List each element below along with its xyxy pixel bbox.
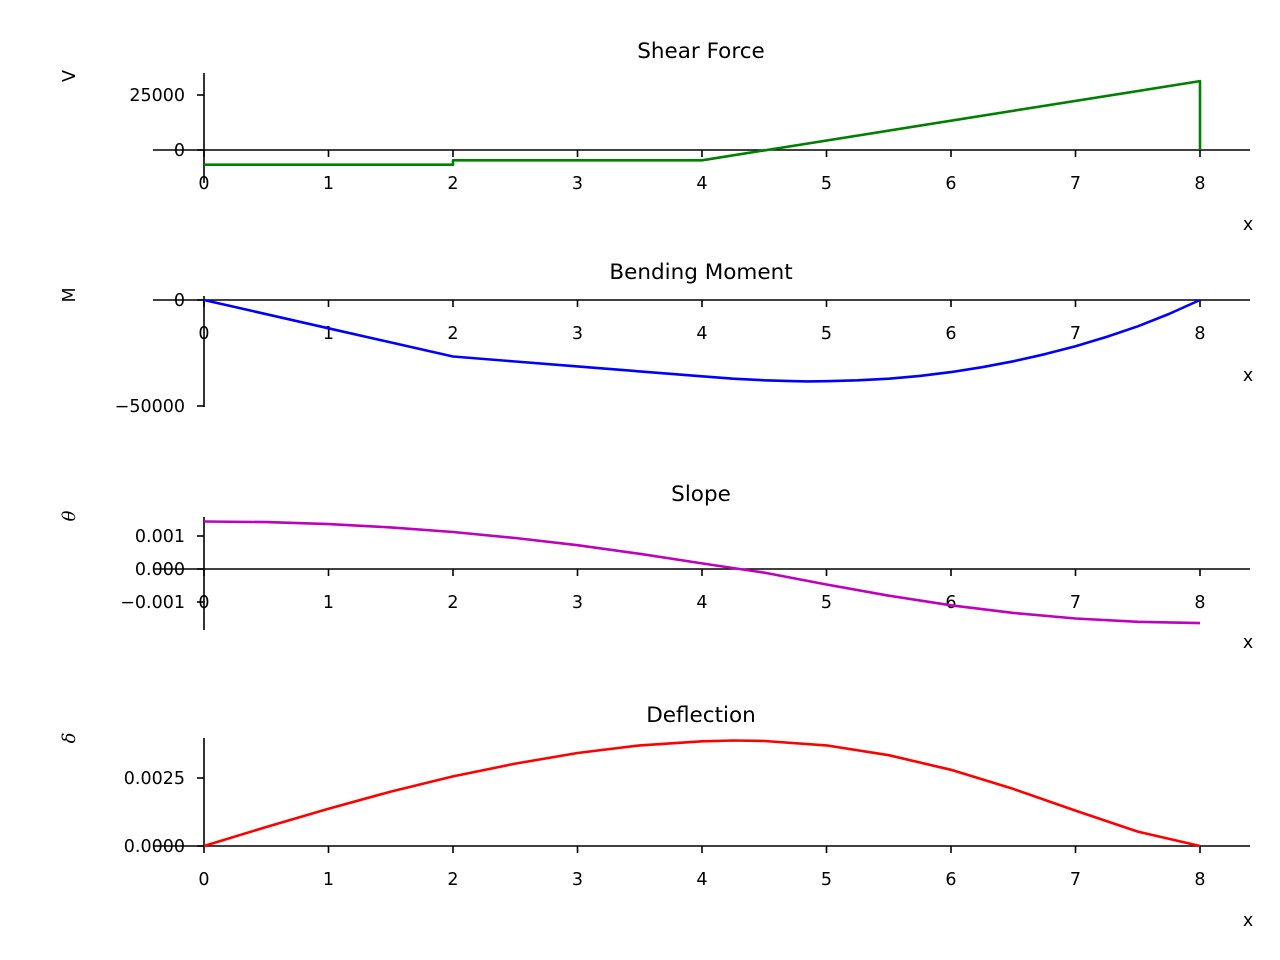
x-tick-label: 8 <box>1194 324 1205 344</box>
x-tick-label: 6 <box>945 870 956 890</box>
x-tick-label: 4 <box>696 870 707 890</box>
x-tick-label: 1 <box>323 174 334 194</box>
x-tick-label: 5 <box>821 324 832 344</box>
y-axis-label: M <box>60 287 80 302</box>
x-tick-label: 7 <box>1070 870 1081 890</box>
x-axis-label: x <box>1243 911 1253 931</box>
x-tick-label: 5 <box>821 593 832 613</box>
y-tick-label: 25000 <box>129 86 185 106</box>
x-tick-label: 4 <box>696 593 707 613</box>
y-tick-label: −0.001 <box>120 593 185 613</box>
y-tick-label: 0.001 <box>135 527 185 547</box>
y-tick-label: −50000 <box>115 397 185 417</box>
x-tick-label: 7 <box>1070 174 1081 194</box>
x-tick-label: 0 <box>198 324 209 344</box>
x-tick-label: 2 <box>447 593 458 613</box>
x-tick-label: 6 <box>945 174 956 194</box>
y-tick-label: 0.000 <box>135 560 185 580</box>
y-axis-label: V <box>60 70 80 82</box>
x-tick-label: 8 <box>1194 593 1205 613</box>
chart-title: Bending Moment <box>609 260 792 285</box>
x-tick-label: 0 <box>198 593 209 613</box>
series-line <box>204 79 1202 166</box>
x-tick-label: 0 <box>198 870 209 890</box>
x-tick-label: 0 <box>198 174 209 194</box>
x-tick-label: 7 <box>1070 324 1081 344</box>
x-tick-label: 3 <box>572 324 583 344</box>
y-tick-label: 0.0025 <box>124 769 185 789</box>
x-tick-label: 4 <box>696 174 707 194</box>
x-tick-label: 2 <box>447 324 458 344</box>
panel-4: Deflection 0.0025 0.0000 0 1 2 3 4 5 6 7 8 x δ <box>59 703 1253 931</box>
series-line <box>203 298 1201 383</box>
x-tick-label: 1 <box>323 870 334 890</box>
x-tick-label: 7 <box>1070 593 1081 613</box>
x-tick-label: 4 <box>696 324 707 344</box>
chart-title: Shear Force <box>637 39 765 64</box>
x-axis-label: x <box>1243 215 1253 235</box>
series-line <box>203 739 1201 848</box>
x-tick-label: 2 <box>447 870 458 890</box>
x-tick-label: 3 <box>572 870 583 890</box>
x-axis-label: x <box>1243 366 1253 386</box>
panel-2: Bending Moment 0 −50000 0 1 2 3 4 5 6 7 8 x M <box>60 260 1253 417</box>
series-line <box>203 520 1201 625</box>
x-tick-label: 2 <box>447 174 458 194</box>
x-tick-label: 6 <box>945 593 956 613</box>
x-axis-label: x <box>1243 633 1253 653</box>
x-tick-label: 1 <box>323 593 334 613</box>
x-tick-label: 1 <box>323 324 334 344</box>
y-tick-label: 0 <box>174 291 185 311</box>
panel-1: Shear Force 25000 00 1 2 3 4 5 6 7 8 x V <box>60 39 1253 235</box>
chart-title: Deflection <box>646 703 756 728</box>
x-tick-label: 8 <box>1194 870 1205 890</box>
panel-3: Slope 0.001 0.000 −0.001 0 1 2 3 4 5 6 7 8 x θ <box>59 482 1253 653</box>
x-tick-label: 5 <box>821 174 832 194</box>
x-tick-label: 8 <box>1194 174 1205 194</box>
y-tick-label: 0.0000 <box>124 837 185 857</box>
x-tick-label: 3 <box>572 174 583 194</box>
y-axis-label: θ <box>59 510 80 521</box>
x-tick-label: 5 <box>821 870 832 890</box>
x-tick-label: 6 <box>945 324 956 344</box>
y-axis-label: δ <box>59 733 80 744</box>
x-tick-label: 3 <box>572 593 583 613</box>
y-tick-label: 0 <box>174 141 185 161</box>
chart-title: Slope <box>671 482 731 507</box>
